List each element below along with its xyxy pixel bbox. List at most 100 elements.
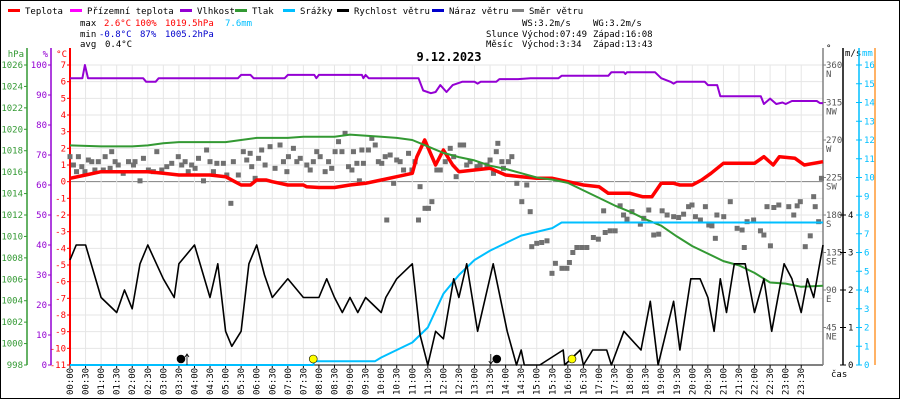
wind-direction-point [228,200,234,206]
x-tick-label: 02:30 [144,368,154,395]
wind-direction-point [791,212,797,218]
wind-direction-point [382,154,388,160]
x-tick-label: 04:30 [206,368,216,395]
wind-direction-point [474,164,480,170]
axis-pressure-tick-label: 1012 [1,211,23,221]
x-tick-label: 08:00 [315,368,325,395]
x-tick-label: 11:30 [424,368,434,395]
stats-wind-gust: WG:3.2m/s [593,19,642,29]
wind-direction-point [356,178,362,184]
axis-humidity-tick-label: 70 [36,151,47,161]
wind-direction-point [284,169,290,175]
wind-direction-point [646,207,652,213]
wind-direction-point [757,228,763,234]
wind-direction-point [656,231,662,237]
axis-direction-tick-label: 270 [826,136,842,146]
x-tick-label: 03:00 [159,368,169,395]
axis-direction-compass-label: NW [826,108,837,118]
wind-direction-point [196,155,202,161]
axis-humidity-tick-label: 60 [36,181,47,191]
wind-direction-point [457,142,463,148]
stats-max-label: max [80,19,97,29]
axis-temperature-tick-label: 2 [61,144,66,154]
wind-direction-point [447,145,453,151]
x-tick-label: 06:00 [253,368,263,395]
axis-temperature-tick-label: -10 [50,344,66,354]
wind-direction-point [359,147,365,153]
wind-direction-point [442,159,448,165]
wind-direction-point [125,159,131,165]
axis-pressure-tick-label: 1004 [1,297,23,307]
chart-title: 9.12.2023 [416,50,481,64]
moonset-time: Západ:13:43 [593,40,653,50]
wind-direction-point [425,205,431,211]
wind-direction-point [664,212,670,218]
stats-max-temp: 2.6°C [104,19,131,29]
wind-direction-point [235,172,241,178]
legend-swatch-3 [235,9,247,12]
stats-max-pressure: 1019.5hPa [165,19,214,29]
legend-label: Náraz větru [449,7,509,17]
wind-direction-point [709,223,715,229]
axis-rain-tick-label: 13 [864,117,875,127]
wind-direction-point [617,203,623,209]
axis-direction-tick-label: 45 [826,324,837,334]
axis-rain-tick-label: 3 [864,305,869,315]
moonrise-arrow-icon [184,353,190,365]
wind-direction-point [539,240,545,245]
legend-swatch-5 [337,9,349,12]
wind-direction-point [811,194,817,200]
axis-direction-compass-label: NE [826,333,837,343]
wind-direction-point [477,162,483,168]
axis-temperature-tick-label: -3 [55,228,66,238]
wind-direction-point [727,199,733,205]
wind-direction-point [154,149,160,155]
series-rain-line [70,221,823,366]
series-pressure-line [69,133,824,288]
wind-direction-point [204,147,210,153]
wind-direction-point [272,165,278,171]
sunrise-icon [308,354,318,364]
wind-direction-point [220,160,226,166]
legend-label: Srážky [300,7,333,17]
wind-direction-point [304,162,310,168]
wind-direction-point [256,155,262,161]
wind-direction-point [369,135,375,141]
axis-pressure-tick-label: 1010 [1,232,23,242]
axis-rain-tick-label: 0 [864,361,869,371]
wind-direction-point [89,159,95,165]
wind-direction-point [529,244,535,250]
axis-temperature-tick-label: -6 [55,278,66,288]
axis-direction-tick-label: 90 [826,286,837,296]
wind-direction-point [326,159,332,165]
moonrise-icon [176,354,186,364]
legend: Teplota Přízemní teplota Vlhkost Tlak Srážky… [8,7,583,17]
wind-direction-point [574,245,580,250]
x-tick-label: 12:00 [439,368,449,395]
wind-direction-point [336,139,342,145]
x-tick-label: 13:30 [486,368,496,395]
wind-direction-point [467,159,473,165]
axis-temperature-tick-label: 7 [61,61,66,71]
wind-direction-point [384,217,390,223]
legend-label: Přízemní teplota [87,7,174,17]
axis-humidity-tick-label: 10 [36,331,47,341]
legend-swatch-6 [432,9,444,12]
axis-pressure-tick-label: 1016 [1,168,23,178]
axis-direction-compass-label: W [826,145,832,155]
x-tick-label: 08:30 [330,368,340,395]
wind-direction-point [314,149,320,155]
wind-direction-point [342,130,348,136]
axis-pressure-tick-label: 1000 [1,340,23,350]
axis-temperature-tick-label: 4 [61,111,66,121]
axis-humidity-tick-label: 40 [36,241,47,251]
wind-direction-point [797,199,803,205]
wind-direction-point [429,199,435,205]
series-wind-line [69,244,824,366]
wind-direction-point [434,167,440,173]
x-tick-label: 01:00 [97,368,107,395]
wind-direction-point [681,211,687,217]
axis-wind-tick-label: 3 [848,249,853,259]
axis-rain-tick-label: 10 [864,174,875,184]
